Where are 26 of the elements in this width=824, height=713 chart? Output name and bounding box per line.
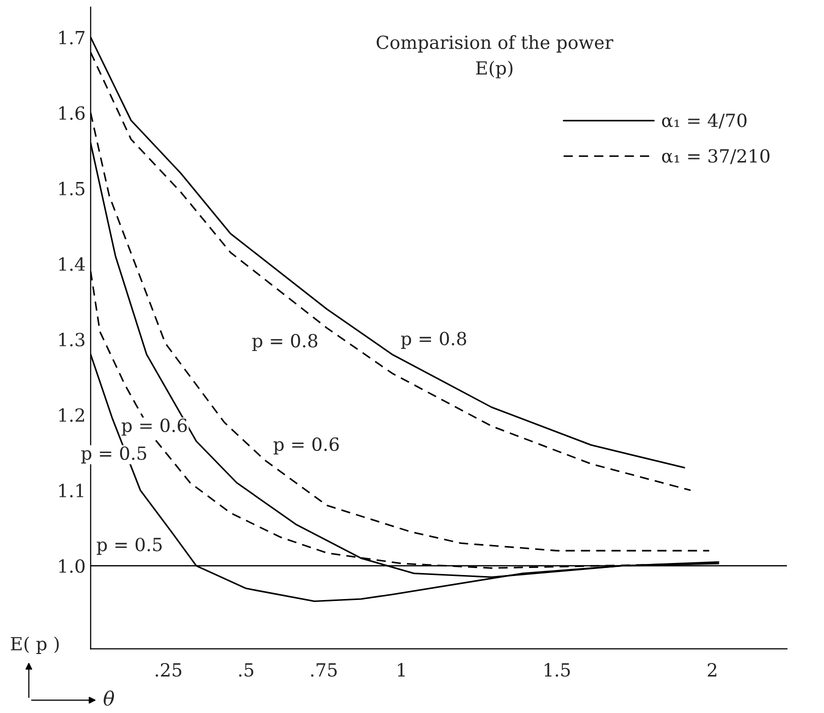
text: E(p) bbox=[476, 60, 512, 78]
x-tick-label: 1 bbox=[398, 663, 405, 676]
y-tick-label: 1.5 bbox=[59, 182, 84, 196]
annotation: p = 0.6 bbox=[122, 418, 187, 436]
legend-label: α₁ = 37/210 bbox=[662, 149, 770, 164]
annotation: p = 0.8 bbox=[252, 334, 318, 352]
x-tick-label: .75 bbox=[311, 663, 337, 677]
y-tick-label: 1.4 bbox=[59, 257, 85, 271]
annotation: p = 0.5 bbox=[96, 538, 162, 555]
y-tick-label: 1.0 bbox=[59, 559, 85, 573]
y-tick-label: 1.1 bbox=[59, 484, 84, 498]
x-tick-label: 2 bbox=[708, 663, 716, 676]
y-axis-title: E( p ) bbox=[10, 636, 59, 654]
text: Comparision of the power bbox=[376, 35, 614, 53]
y-tick-label: 1.7 bbox=[59, 30, 84, 44]
y-tick-label: 1.6 bbox=[59, 106, 85, 120]
x-tick-label: 1.5 bbox=[544, 663, 570, 677]
x-axis-title: θ bbox=[104, 690, 114, 706]
x-tick-label: .5 bbox=[239, 663, 254, 677]
annotation: p = 0.6 bbox=[274, 437, 339, 455]
annotation: p = 0.5 bbox=[81, 446, 146, 464]
legend-label: α₁ = 4/70 bbox=[662, 114, 746, 129]
annotation: p = 0.8 bbox=[401, 332, 466, 349]
y-tick-label: 1.3 bbox=[59, 332, 84, 346]
y-tick-label: 1.2 bbox=[59, 408, 84, 422]
x-tick-label: .25 bbox=[156, 663, 182, 677]
